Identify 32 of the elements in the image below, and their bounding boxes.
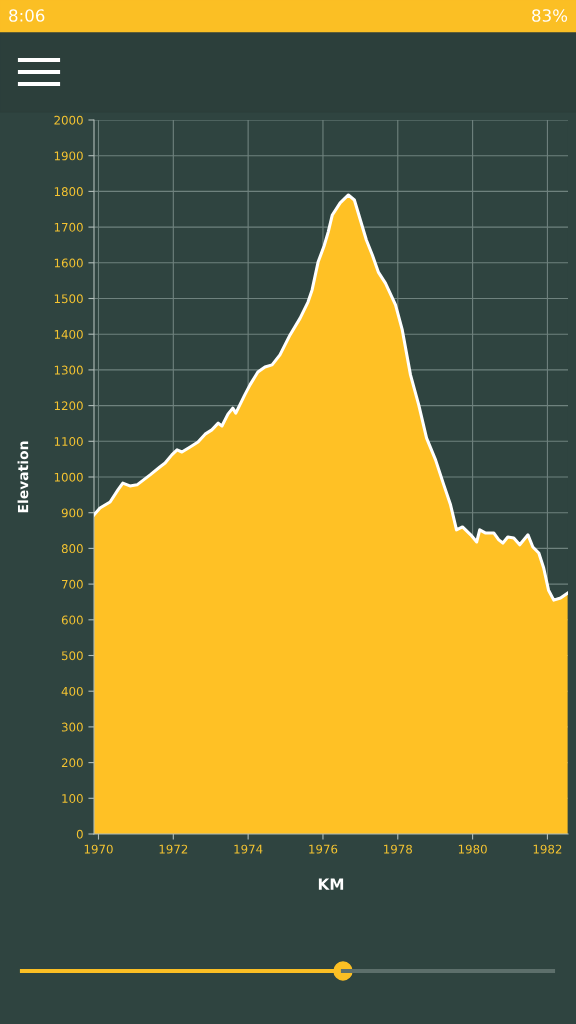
y-tick-label: 1000	[54, 472, 83, 482]
text: 8:06	[9, 9, 45, 22]
y-tick-label: 1600	[54, 258, 83, 268]
x-tick-label: 1980	[458, 844, 487, 854]
y-tick-label: 0	[76, 829, 83, 839]
y-tick-label: 500	[61, 651, 83, 661]
x-tick-label: 1978	[384, 844, 412, 854]
x-tick-label: 1982	[533, 844, 562, 854]
y-tick-label: 1800	[54, 187, 83, 197]
y-tick-label: 200	[61, 758, 83, 768]
y-tick-label: 700	[62, 579, 83, 589]
x-axis-title: KM	[318, 878, 344, 890]
x-tick-label: 1976	[309, 844, 338, 854]
y-tick-label: 300	[61, 722, 83, 732]
y-tick-label: 600	[61, 615, 83, 625]
y-axis-title: Elevation	[17, 441, 29, 513]
y-tick-label: 800	[61, 544, 83, 554]
y-tick-label: 900	[61, 508, 83, 518]
y-tick-label: 2000	[54, 115, 83, 125]
y-tick-label: 1400	[54, 329, 83, 339]
y-tick-label: 1900	[54, 151, 83, 161]
y-tick-label: 400	[61, 686, 83, 696]
y-tick-label: 1100	[54, 437, 83, 446]
x-tick-label: 1974	[234, 844, 263, 854]
x-tick-label: 1970	[84, 844, 113, 854]
y-tick-label: 100	[62, 794, 83, 803]
y-tick-label: 1500	[54, 294, 83, 304]
x-tick-label: 1972	[159, 844, 188, 854]
y-tick-label: 1700	[54, 222, 83, 232]
y-tick-label: 1200	[54, 401, 83, 411]
text: 83%	[532, 9, 568, 22]
y-tick-label: 1300	[54, 365, 83, 375]
